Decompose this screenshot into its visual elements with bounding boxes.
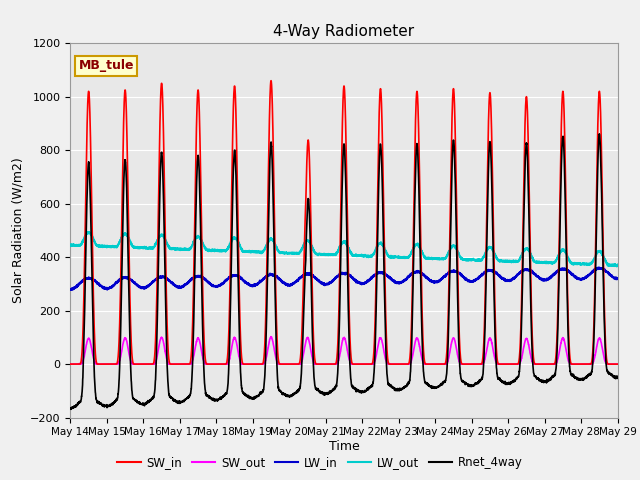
SW_out [267,334,275,339]
SW_in [67,361,74,367]
LW_out [407,251,415,257]
Rnet_4way [614,375,621,381]
Rnet_4way [595,131,603,137]
LW_out [67,243,74,249]
SW_out [184,361,191,367]
SW_in [614,361,621,367]
SW_in [268,78,275,84]
LW_in [595,264,602,270]
LW_out [220,248,227,253]
Line: SW_in: SW_in [70,81,618,364]
LW_in [562,266,570,272]
SW_in [397,361,405,367]
Y-axis label: Solar Radiation (W/m2): Solar Radiation (W/m2) [12,157,24,303]
SW_out [614,361,621,367]
Legend: SW_in, SW_out, LW_in, LW_out, Rnet_4way: SW_in, SW_out, LW_in, LW_out, Rnet_4way [112,452,528,474]
LW_in [184,280,191,286]
LW_out [562,250,570,255]
Rnet_4way [407,360,415,366]
Title: 4-Way Radiometer: 4-Way Radiometer [273,24,415,39]
LW_out [613,264,621,269]
LW_in [67,287,74,293]
Rnet_4way [220,394,227,399]
SW_in [184,361,191,367]
SW_out [67,361,74,367]
Text: MB_tule: MB_tule [79,60,134,72]
SW_out [220,361,227,367]
SW_in [614,361,621,367]
SW_in [407,336,415,342]
Rnet_4way [67,407,75,412]
Rnet_4way [184,396,191,401]
Rnet_4way [67,405,74,411]
Line: LW_in: LW_in [70,267,618,290]
LW_in [220,280,227,286]
LW_in [614,275,621,281]
LW_out [397,254,405,260]
SW_out [407,359,415,365]
LW_out [85,229,93,235]
SW_out [614,361,621,367]
LW_out [184,246,191,252]
LW_in [67,287,74,292]
LW_out [614,262,621,267]
LW_in [407,272,415,278]
Line: Rnet_4way: Rnet_4way [70,134,618,409]
SW_in [562,191,570,197]
Line: SW_out: SW_out [70,336,618,364]
Line: LW_out: LW_out [70,232,618,266]
X-axis label: Time: Time [328,440,360,453]
LW_in [397,279,405,285]
SW_out [397,361,405,367]
Rnet_4way [614,375,621,381]
LW_in [614,276,621,281]
LW_out [614,262,621,267]
SW_out [562,345,570,351]
SW_in [220,361,227,367]
Rnet_4way [397,386,405,392]
Rnet_4way [562,224,570,229]
